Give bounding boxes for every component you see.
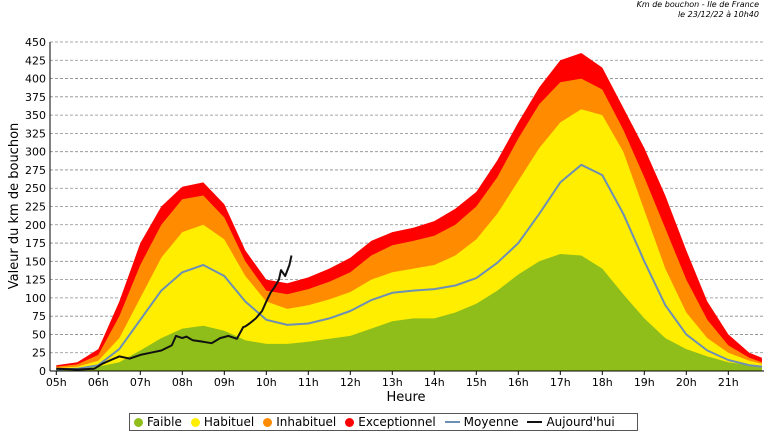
y-tick-label: 400 — [25, 73, 46, 86]
x-tick-label: 20h — [676, 376, 697, 389]
x-tick-label: 19h — [634, 376, 655, 389]
x-tick-label: 05h — [46, 376, 67, 389]
y-tick-label: 425 — [25, 54, 46, 67]
x-tick-label: 09h — [214, 376, 235, 389]
x-tick-label: 16h — [508, 376, 529, 389]
x-tick-label: 08h — [172, 376, 193, 389]
x-tick-label: 18h — [592, 376, 613, 389]
legend-item: Aujourd'hui — [527, 415, 615, 429]
y-tick-label: 250 — [25, 182, 46, 195]
chart-canvas: 0 25 50 75 100 125 150 175 200 225 250 275 300 325 350… — [7, 36, 764, 405]
legend-item: Habituel — [190, 415, 255, 429]
y-tick-label: 450 — [25, 36, 46, 49]
y-tick-label: 75 — [32, 310, 46, 323]
legend-label: Inhabituel — [276, 415, 337, 429]
y-tick-label: 300 — [25, 146, 46, 159]
legend-label: Aujourd'hui — [546, 415, 615, 429]
legend-item: Exceptionnel — [345, 415, 436, 429]
legend-item: Moyenne — [444, 415, 519, 429]
y-tick-label: 225 — [25, 201, 46, 214]
y-tick-label: 175 — [25, 237, 46, 250]
legend-swatch — [263, 417, 273, 427]
x-tick-label: 15h — [466, 376, 487, 389]
legend-label: Moyenne — [463, 415, 519, 429]
y-tick-label: 350 — [25, 109, 46, 122]
legend: Faible Habituel Inhabituel Exceptionnel Moye… — [129, 413, 638, 431]
x-tick-label: 17h — [550, 376, 571, 389]
line-moyenne — [56, 163, 763, 371]
x-tick-label: 10h — [256, 376, 277, 389]
x-tick-label: 14h — [424, 376, 445, 389]
chart-title: Km de bouchon - Ile de France — [636, 0, 759, 9]
y-tick-label: 25 — [32, 347, 46, 360]
y-tick-label: 375 — [25, 91, 46, 104]
x-tick-label: 13h — [382, 376, 403, 389]
x-axis-title: Heure — [386, 390, 425, 405]
y-tick-label: 275 — [25, 164, 46, 177]
band-layer — [56, 53, 762, 372]
y-tick-label: 125 — [25, 274, 46, 287]
y-tick-label: 100 — [25, 292, 46, 305]
line-layer — [56, 163, 763, 371]
legend-item: Inhabituel — [263, 415, 336, 429]
axis-layer: 0 25 50 75 100 125 150 175 200 225 250 275 300 325 350… — [25, 36, 764, 389]
area-faible — [56, 254, 762, 371]
x-tick-label: 12h — [340, 376, 361, 389]
legend-item: Faible — [134, 415, 182, 429]
legend-swatch — [527, 421, 543, 423]
legend-label: Faible — [147, 415, 182, 429]
legend-swatch — [190, 417, 200, 427]
y-tick-label: 0 — [39, 365, 46, 378]
x-tick-label: 07h — [130, 376, 151, 389]
legend-label: Habituel — [203, 415, 255, 429]
x-tick-label: 21h — [718, 376, 739, 389]
y-axis-title: Valeur du km de bouchon — [7, 123, 22, 290]
legend-swatch — [444, 421, 460, 423]
legend-label: Exceptionnel — [358, 415, 436, 429]
x-tick-label: 11h — [298, 376, 319, 389]
y-tick-label: 325 — [25, 127, 46, 140]
y-tick-label: 50 — [32, 328, 46, 341]
x-tick-label: 06h — [88, 376, 109, 389]
line-aujourdhui — [56, 255, 293, 371]
chart-timestamp: le 23/12/22 à 10h40 — [677, 10, 759, 19]
y-tick-label: 150 — [25, 255, 46, 268]
legend-swatch — [345, 417, 355, 427]
legend-swatch — [134, 417, 143, 427]
y-tick-label: 200 — [25, 219, 46, 232]
